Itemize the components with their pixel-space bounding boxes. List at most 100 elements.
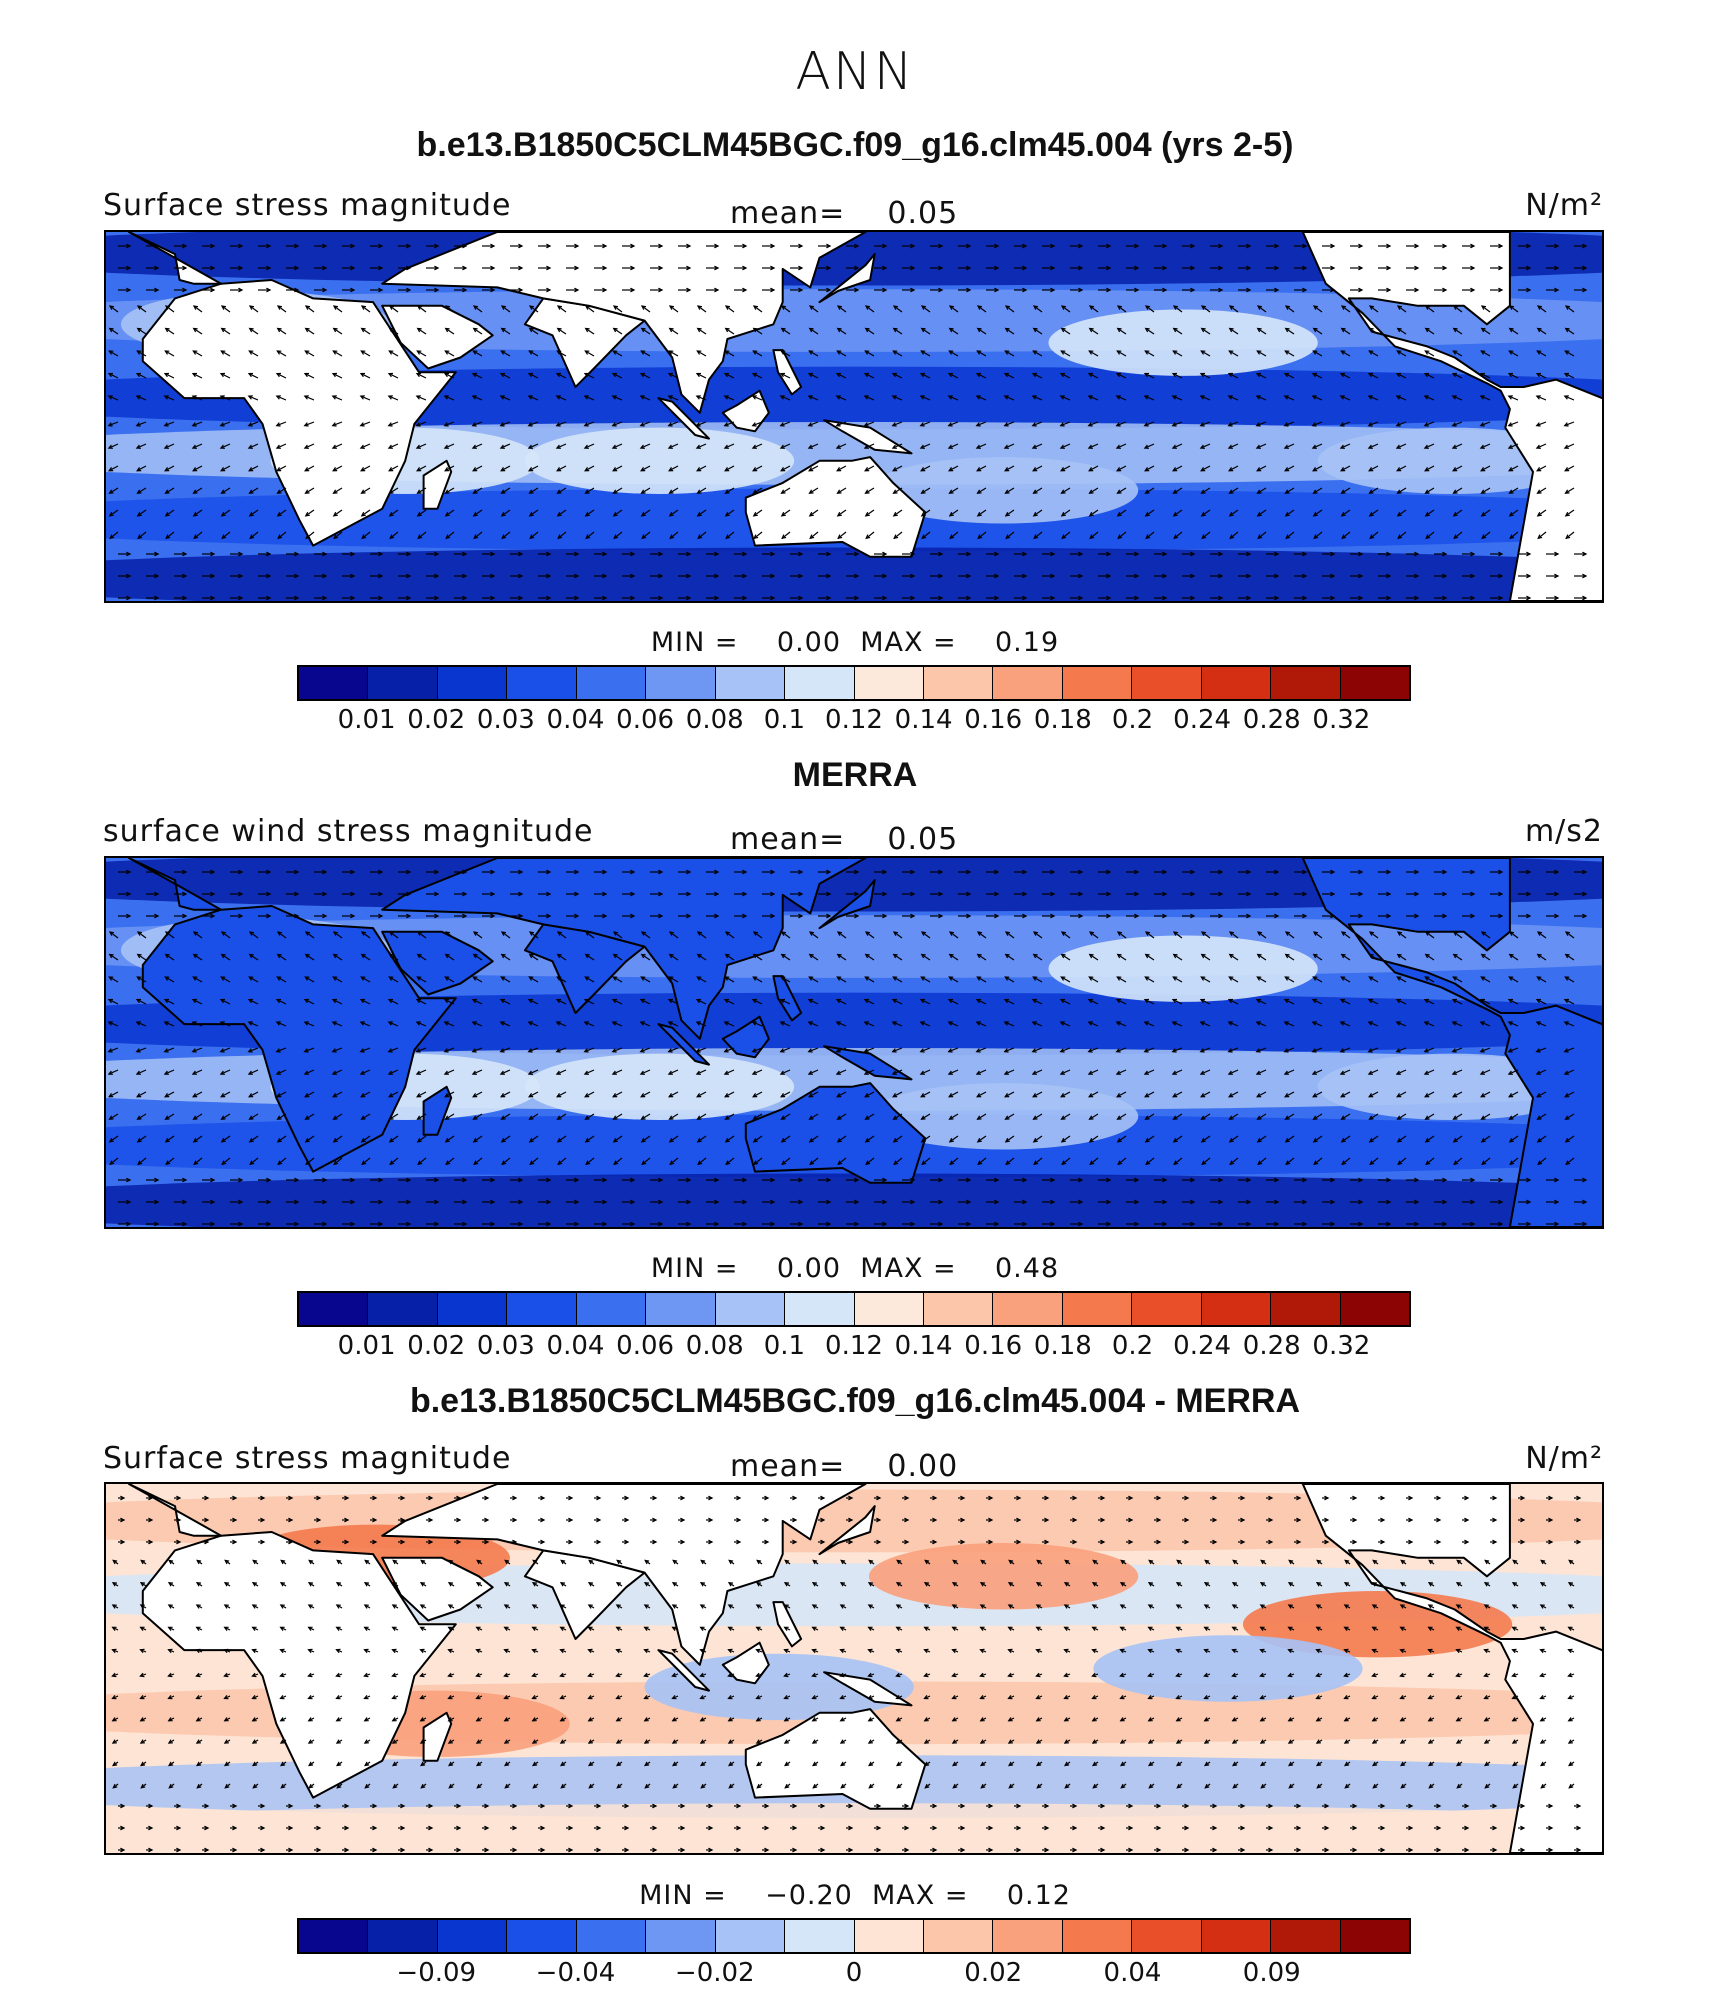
colorbar-tick-label: 0.18 bbox=[1034, 705, 1092, 735]
colorbar-cell bbox=[855, 667, 924, 699]
panel-3-mean-label: mean= bbox=[730, 1449, 845, 1484]
colorbar-tick-label: 0.2 bbox=[1112, 1331, 1153, 1361]
colorbar-cell bbox=[785, 1293, 854, 1325]
colorbar-tick-label: 0.12 bbox=[825, 705, 883, 735]
colorbar-tick-label: 0.14 bbox=[895, 1331, 953, 1361]
panel-1-min-value: 0.00 bbox=[777, 627, 841, 658]
colorbar-tick-label: 0.08 bbox=[686, 705, 744, 735]
colorbar-cell bbox=[1271, 1293, 1340, 1325]
colorbar-cell bbox=[1202, 1293, 1271, 1325]
colorbar-tick-label: 0.1 bbox=[764, 705, 805, 735]
colorbar-cell bbox=[1063, 1293, 1132, 1325]
colorbar-tick-label: 0.28 bbox=[1243, 705, 1301, 735]
colorbar-cell bbox=[1132, 1293, 1201, 1325]
panel-1-mean-value: 0.05 bbox=[887, 196, 958, 231]
map-field-patch bbox=[1048, 309, 1317, 375]
colorbar-cell bbox=[507, 1293, 576, 1325]
colorbar-cell bbox=[438, 1293, 507, 1325]
colorbar-cell bbox=[507, 667, 576, 699]
colorbar-tick-label: 0.32 bbox=[1312, 705, 1370, 735]
colorbar-cell bbox=[993, 1293, 1062, 1325]
panel-2-map bbox=[104, 856, 1604, 1229]
colorbar-cell bbox=[716, 667, 785, 699]
panel-2-title: MERRA bbox=[0, 756, 1710, 795]
panel-3-mean-value: 0.00 bbox=[887, 1449, 958, 1484]
panel-1-variable-label: Surface stress magnitude bbox=[103, 188, 511, 223]
colorbar-tick-label: 0.04 bbox=[547, 705, 605, 735]
panel-1-colorbar-ticks: 0.01 0.02 0.03 0.04 0.06 0.08 0.1 0.12 0.14 0.16 0… bbox=[297, 705, 1411, 737]
colorbar-cell bbox=[577, 1293, 646, 1325]
colorbar-cell bbox=[646, 1293, 715, 1325]
colorbar-cell bbox=[1341, 667, 1409, 699]
colorbar-cell bbox=[716, 1293, 785, 1325]
panel-1-max-label: MAX = bbox=[860, 627, 956, 658]
colorbar-tick-label: 0.24 bbox=[1173, 705, 1231, 735]
panel-2-units: m/s2 bbox=[1303, 814, 1603, 849]
panel-3-variable-label: Surface stress magnitude bbox=[103, 1441, 511, 1476]
colorbar-tick-label: 0.08 bbox=[686, 1331, 744, 1361]
map-field-patch bbox=[525, 428, 794, 494]
map-field-band bbox=[106, 1803, 1602, 1853]
panel-2-map-svg bbox=[106, 858, 1602, 1227]
colorbar-cell bbox=[924, 667, 993, 699]
map-field-patch bbox=[1048, 935, 1317, 1001]
map-field-patch bbox=[525, 1054, 794, 1120]
panel-1-title: b.e13.B1850C5CLM45BGC.f09_g16.clm45.004 … bbox=[0, 126, 1710, 165]
panel-3-map bbox=[104, 1482, 1604, 1855]
panel-3-title: b.e13.B1850C5CLM45BGC.f09_g16.clm45.004 … bbox=[0, 1382, 1710, 1421]
panel-2-min-label: MIN = bbox=[651, 1253, 739, 1284]
colorbar-tick-label: 0.14 bbox=[895, 705, 953, 735]
colorbar-cell bbox=[438, 667, 507, 699]
map-field-band bbox=[106, 547, 1602, 601]
colorbar-tick-label: 0.01 bbox=[338, 1331, 396, 1361]
colorbar-tick-label: 0.1 bbox=[764, 1331, 805, 1361]
colorbar-tick-label: 0.02 bbox=[407, 705, 465, 735]
panel-1-minmax: MIN = 0.00 MAX = 0.19 bbox=[0, 627, 1710, 658]
panel-3-units: N/m² bbox=[1303, 1441, 1603, 1476]
panel-3-mean: mean= 0.00 bbox=[730, 1449, 958, 1484]
panel-1-max-value: 0.19 bbox=[995, 627, 1059, 658]
panel-2-colorbar bbox=[297, 1291, 1411, 1327]
colorbar-cell bbox=[299, 1293, 368, 1325]
map-field-patch bbox=[869, 1543, 1138, 1609]
colorbar-tick-label: 0.2 bbox=[1112, 705, 1153, 735]
panel-1-mean: mean= 0.05 bbox=[730, 196, 958, 231]
colorbar-cell bbox=[1063, 667, 1132, 699]
colorbar-tick-label: 0.04 bbox=[547, 1331, 605, 1361]
panel-2-max-value: 0.48 bbox=[995, 1253, 1059, 1284]
panel-1-mean-label: mean= bbox=[730, 196, 845, 231]
colorbar-cell bbox=[646, 667, 715, 699]
colorbar-tick-label: 0.24 bbox=[1173, 1331, 1231, 1361]
map-field-patch bbox=[1093, 1635, 1362, 1701]
colorbar-cell bbox=[785, 667, 854, 699]
colorbar-tick-label: 0.03 bbox=[477, 705, 535, 735]
colorbar-cell bbox=[1271, 667, 1340, 699]
panel-2-mean-value: 0.05 bbox=[887, 822, 958, 857]
colorbar-cell bbox=[855, 1293, 924, 1325]
colorbar-tick-label: 0.18 bbox=[1034, 1331, 1092, 1361]
colorbar-tick-label: 0.32 bbox=[1312, 1331, 1370, 1361]
colorbar-tick-label: 0.16 bbox=[964, 1331, 1022, 1361]
panel-2-minmax: MIN = 0.00 MAX = 0.48 bbox=[0, 1253, 1710, 1284]
colorbar-tick-label: 0.02 bbox=[407, 1331, 465, 1361]
colorbar-cell bbox=[577, 667, 646, 699]
panel-1-map-svg bbox=[106, 232, 1602, 601]
panel-2-variable-label: surface wind stress magnitude bbox=[103, 814, 593, 849]
colorbar-tick-label: 0.06 bbox=[616, 705, 674, 735]
colorbar-cell bbox=[1341, 1293, 1409, 1325]
map-field-band bbox=[106, 1173, 1602, 1227]
panel-2-mean: mean= 0.05 bbox=[730, 822, 958, 857]
panel-1-min-label: MIN = bbox=[651, 627, 739, 658]
colorbar-cell bbox=[299, 667, 368, 699]
panel-1-units: N/m² bbox=[1303, 188, 1603, 223]
colorbar-cell bbox=[1202, 667, 1271, 699]
season-title: ANN bbox=[0, 42, 1710, 102]
panel-2-mean-label: mean= bbox=[730, 822, 845, 857]
colorbar-tick-label: 0.16 bbox=[964, 705, 1022, 735]
colorbar-tick-label: 0.12 bbox=[825, 1331, 883, 1361]
panel-1-colorbar bbox=[297, 665, 1411, 701]
colorbar-tick-label: 0.03 bbox=[477, 1331, 535, 1361]
colorbar-tick-label: 0.01 bbox=[338, 705, 396, 735]
panel-1-map bbox=[104, 230, 1604, 603]
